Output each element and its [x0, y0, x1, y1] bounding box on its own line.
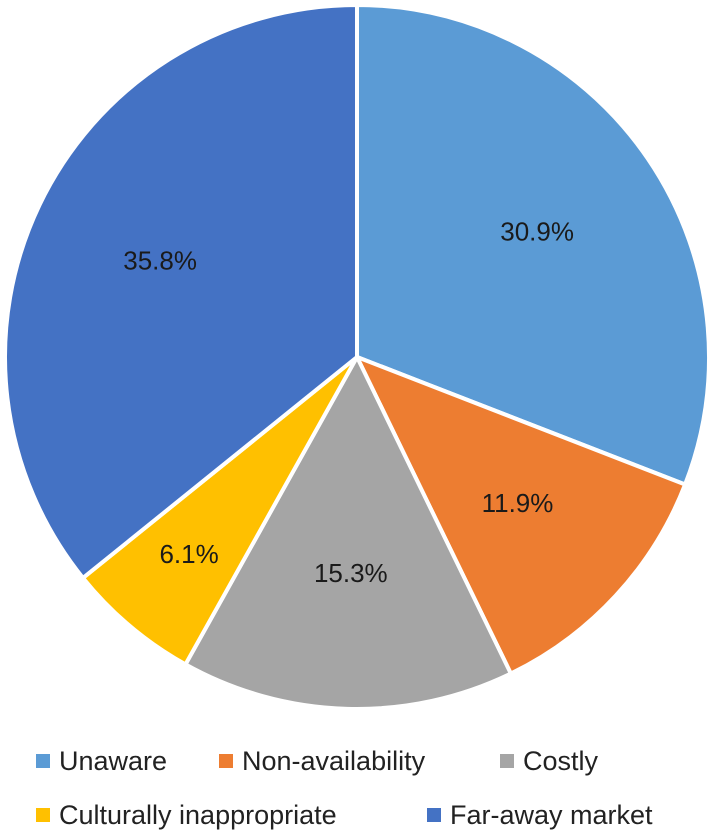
data-label-far-away-market: 35.8%: [123, 246, 197, 276]
data-label-unaware: 30.9%: [500, 217, 574, 247]
legend-item-non-availability: Non-availability: [219, 741, 425, 781]
legend-swatch-unaware: [36, 754, 50, 768]
pie-slice-non-availability: [355, 355, 688, 676]
legend-swatch-non-availability: [219, 754, 233, 768]
legend-label-costly: Costly: [523, 745, 599, 776]
legend-label-far-away-market: Far-away market: [450, 799, 653, 830]
pie-slice-costly: [183, 355, 513, 711]
pie-slice-unaware: [355, 3, 711, 487]
pie-chart: 30.9% 11.9% 15.3% 6.1% 35.8%: [3, 3, 711, 711]
legend-swatch-culturally-inappropriate: [36, 808, 50, 822]
legend-label-unaware: Unaware: [59, 745, 168, 776]
data-label-culturally-inappropriate: 6.1%: [159, 539, 218, 569]
legend-item-unaware: Unaware: [36, 741, 167, 781]
legend-label-non-availability: Non-availability: [242, 745, 426, 776]
pie-slice-culturally-inappropriate: [80, 355, 359, 667]
data-label-non-availability: 11.9%: [482, 488, 554, 518]
legend-swatch-far-away-market: [427, 808, 441, 822]
legend-item-far-away-market: Far-away market: [427, 795, 653, 835]
legend-swatch-costly: [500, 754, 514, 768]
legend-item-costly: Costly: [500, 741, 598, 781]
legend-item-culturally-inappropriate: Culturally inappropriate: [36, 795, 337, 835]
pie-slice-far-away-market: [3, 3, 359, 580]
legend-label-culturally-inappropriate: Culturally inappropriate: [59, 799, 337, 830]
legend: Unaware Non-availability Costly Cultural…: [0, 738, 714, 837]
data-label-costly: 15.3%: [314, 558, 388, 588]
